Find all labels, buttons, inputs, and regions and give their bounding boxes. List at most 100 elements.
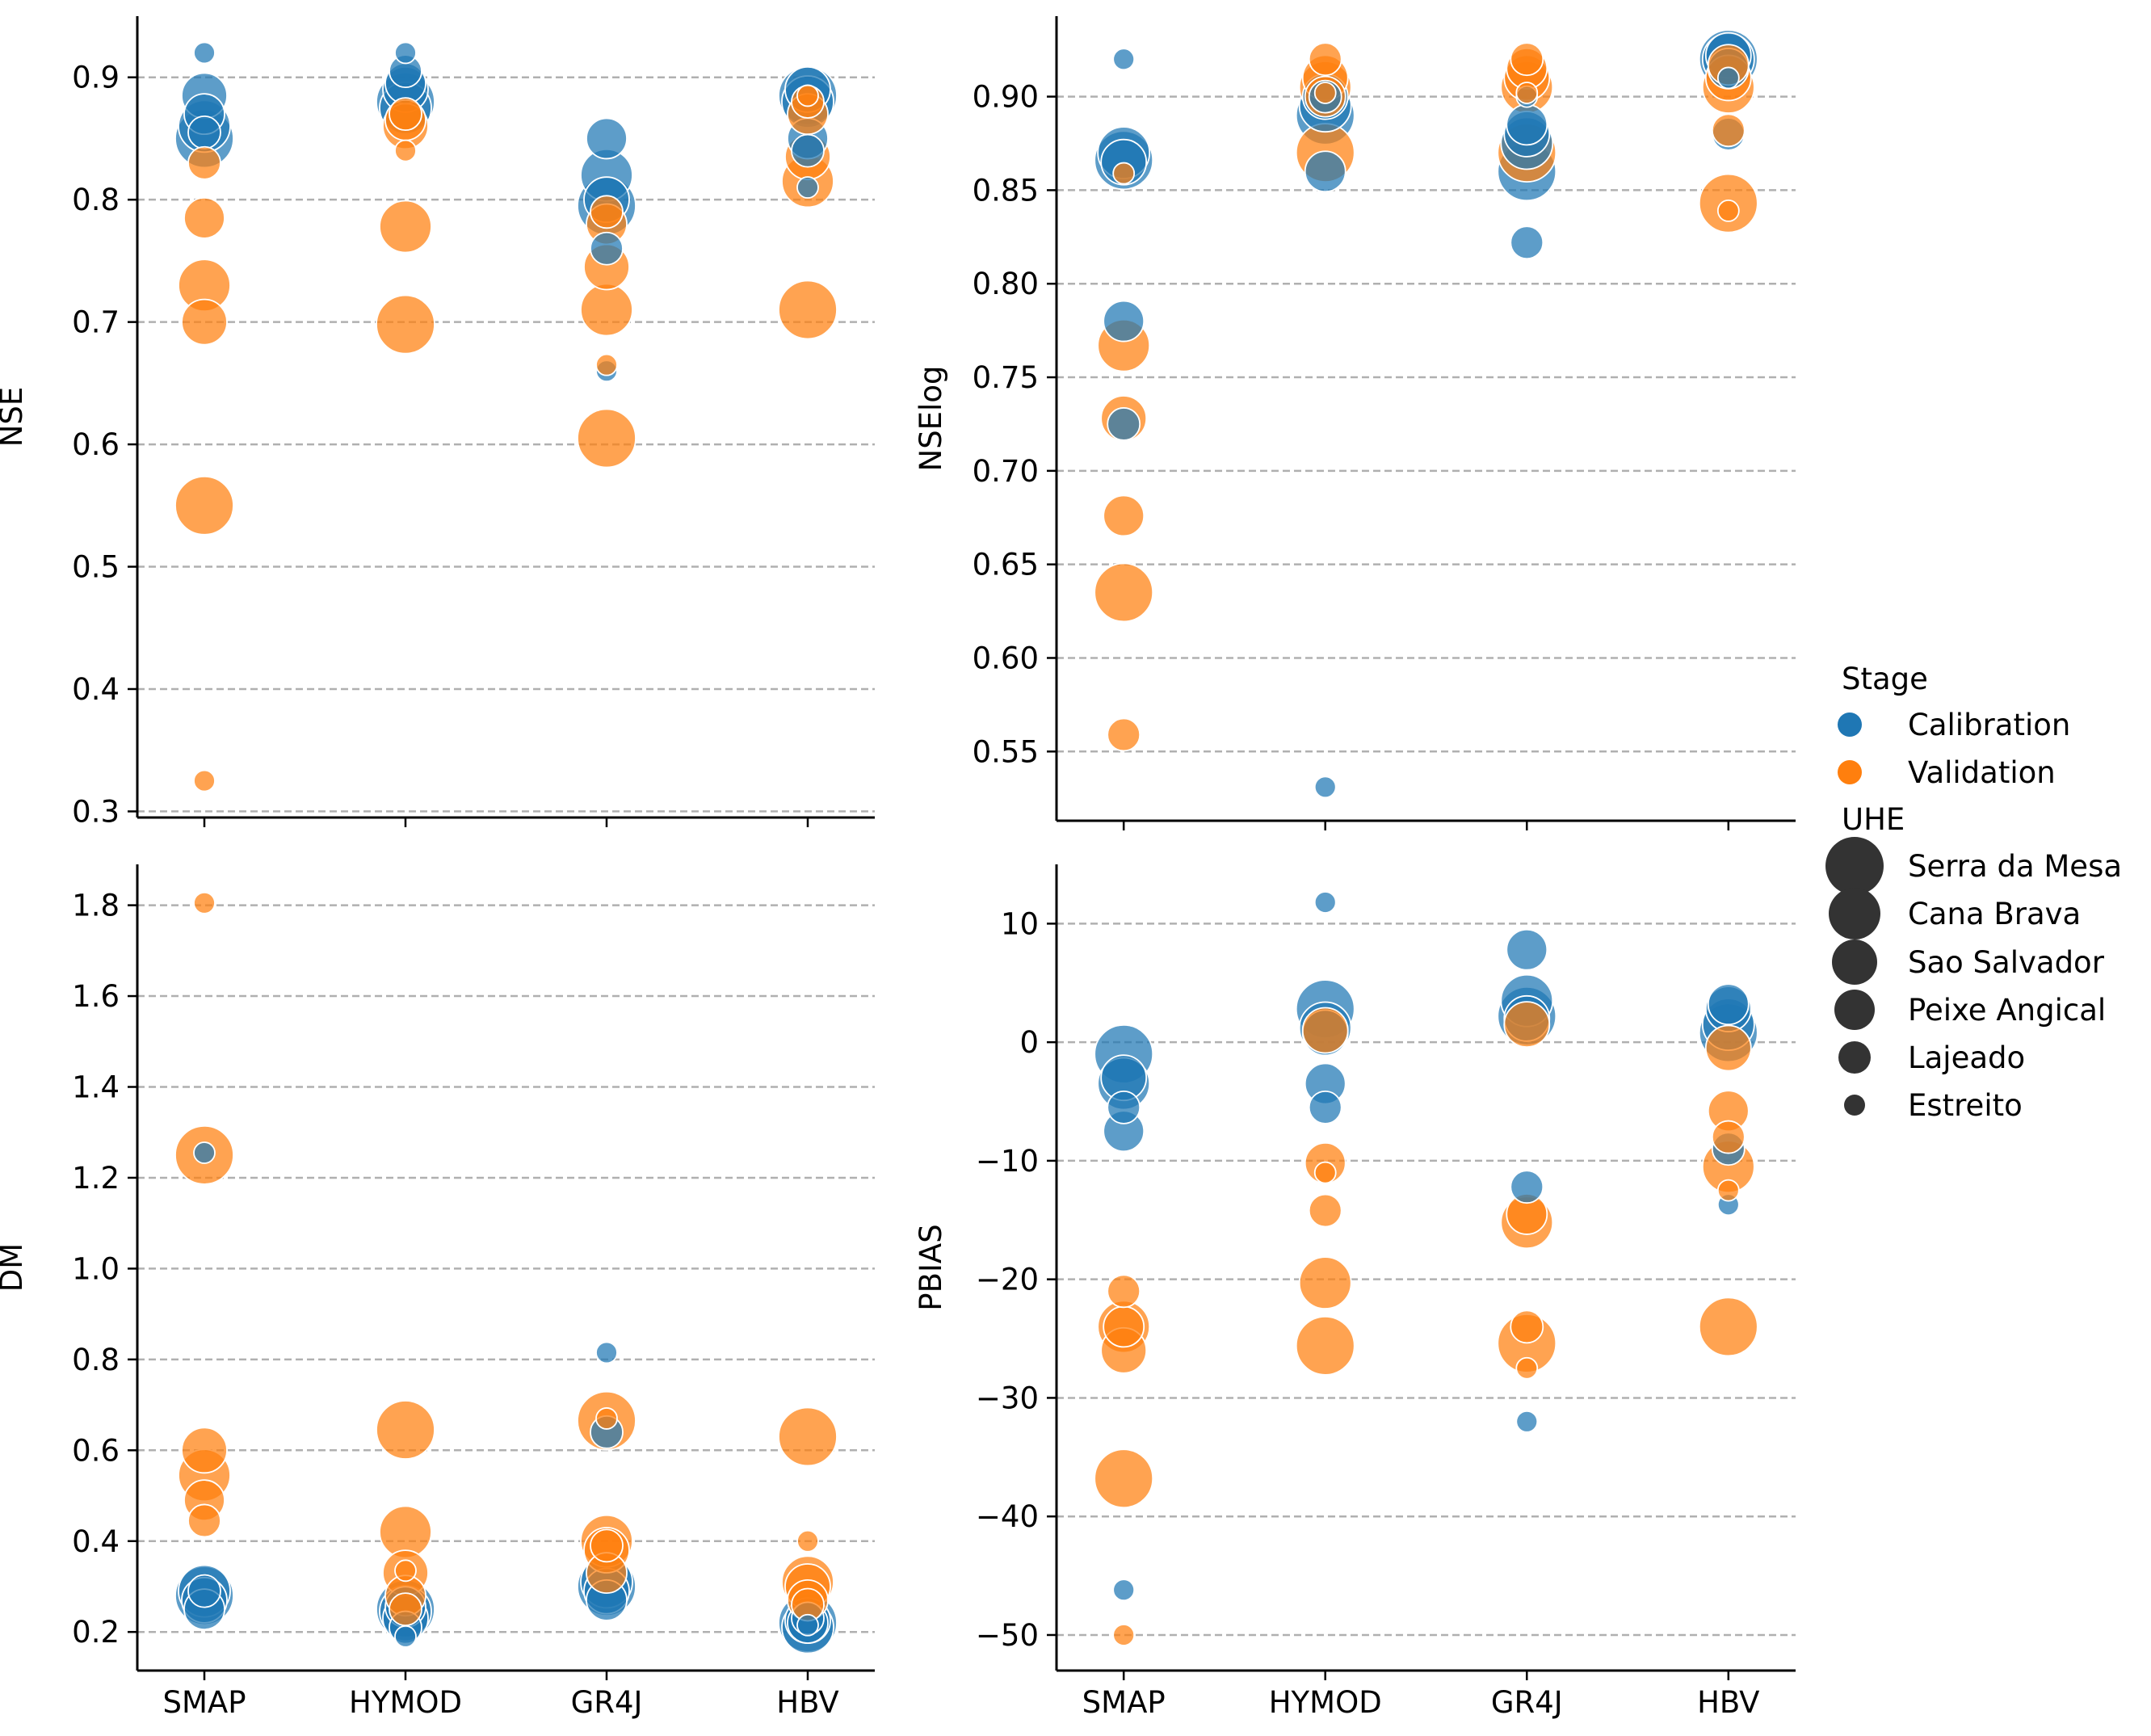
point-nse-validation-smap-sao-salvador (181, 298, 228, 346)
y-tick-label: 0.4 (72, 1524, 120, 1559)
legend: Stage Calibration Validation UHE Serra d… (1825, 662, 2122, 1123)
point-nselog-calibration-smap-peixe-angical (1103, 300, 1145, 343)
point-nselog-calibration-hymod-estreito (1313, 776, 1337, 799)
y-tick-label: −50 (976, 1618, 1039, 1653)
panel-nselog: 0.55 0.60 0.65 0.70 0.75 0.80 0.85 0.90 NSElog (914, 16, 1796, 830)
point-pbias-calibration-gr4j-peixe-angical (1506, 928, 1548, 971)
point-nse-validation-hbv-serra-da-mesa (778, 280, 838, 340)
legend-size-cana-brava (1829, 888, 1880, 939)
point-nselog-validation-smap-serra-da-mesa (1094, 562, 1154, 623)
legend-size-estreito (1844, 1095, 1865, 1116)
y-tick-label: 0.6 (72, 1433, 120, 1468)
x-tick-label-hymod: HYMOD (349, 1685, 462, 1720)
y-tick-label: −20 (976, 1263, 1039, 1297)
point-pbias-validation-smap-lajeado (1107, 1274, 1141, 1309)
x-tick-label-hymod: HYMOD (1269, 1685, 1382, 1720)
point-nse-validation-gr4j-estreito (595, 353, 618, 376)
point-pbias-validation-gr4j-sao-salvador (1503, 1001, 1551, 1049)
y-tick-label: 0.80 (973, 267, 1039, 301)
point-nse-calibration-smap-estreito (193, 41, 216, 65)
point-nse-validation-gr4j-lajeado (590, 195, 624, 229)
legend-size-serra-da-mesa (1825, 837, 1884, 895)
panel-pbias: −50 −40 −30 −20 −10 0 10 SMAP HYMOD GR4J HBV PBIAS (914, 864, 1796, 1720)
point-pbias-calibration-gr4j-estreito (1515, 1410, 1539, 1433)
y-tick-label: 0.3 (72, 794, 120, 829)
point-dm-validation-hbv-serra-da-mesa (778, 1406, 838, 1467)
point-pbias-validation-smap-peixe-angical (1103, 1305, 1145, 1348)
legend-calibration-marker (1838, 712, 1862, 737)
point-dm-validation-gr4j-lajeado (590, 1528, 624, 1563)
legend-uhe-lajeado: Lajeado (1908, 1040, 2025, 1075)
y-tick-label: 0.6 (72, 427, 120, 462)
legend-size-sao-salvador (1832, 939, 1877, 985)
point-nse-validation-hymod-cana-brava (379, 200, 432, 254)
point-pbias-calibration-hymod-estreito (1313, 891, 1337, 914)
y-tick-label: 1.6 (72, 979, 120, 1014)
point-dm-validation-smap-lajeado (187, 1503, 221, 1538)
y-tick-label: 10 (1001, 906, 1039, 941)
legend-stage-title: Stage (1842, 662, 1928, 696)
y-tick-label: 0.55 (973, 734, 1039, 769)
legend-uhe-peixe-angical: Peixe Angical (1908, 993, 2106, 1028)
point-dm-validation-hymod-estreito (394, 1559, 417, 1583)
point-pbias-validation-hbv-estreito (1716, 1179, 1740, 1202)
point-pbias-validation-hymod-serra-da-mesa (1295, 1315, 1355, 1376)
point-nse-calibration-hbv-lajeado (791, 133, 825, 168)
point-pbias-validation-hbv-lajeado (1711, 1120, 1746, 1154)
point-dm-validation-hymod-serra-da-mesa (376, 1400, 435, 1460)
point-dm-calibration-hbv-estreito (796, 1613, 819, 1637)
legend-uhe-sao-salvador: Sao Salvador (1908, 945, 2105, 980)
y-tick-label: 1.4 (72, 1070, 120, 1105)
panel-nse: 0.3 0.4 0.5 0.6 0.7 0.8 0.9 NSE (0, 16, 875, 829)
point-nse-validation-hymod-lajeado (389, 97, 422, 132)
point-nse-validation-smap-serra-da-mesa (174, 475, 234, 536)
point-dm-validation-hbv-estreito (796, 1529, 819, 1553)
legend-size-peixe-angical (1834, 990, 1875, 1030)
point-nselog-calibration-smap-estreito (1112, 48, 1136, 71)
y-axis-label-dm: DM (0, 1243, 29, 1292)
point-dm-validation-gr4j-estreito (595, 1407, 618, 1430)
point-nse-validation-hbv-estreito (796, 84, 819, 107)
y-tick-label: 0.85 (973, 173, 1039, 208)
y-tick-label: −40 (976, 1499, 1039, 1534)
y-tick-label: 0.90 (973, 80, 1039, 115)
point-nselog-calibration-gr4j-peixe-angical (1506, 103, 1548, 146)
y-tick-label: 1.0 (72, 1251, 120, 1286)
point-nselog-calibration-smap-lajeado (1107, 407, 1141, 441)
point-nse-validation-gr4j-serra-da-mesa (577, 408, 636, 469)
point-nse-calibration-smap-lajeado (187, 115, 221, 149)
point-nse-validation-smap-lajeado (187, 145, 221, 180)
y-tick-label: 0.70 (973, 454, 1039, 489)
point-nse-calibration-hymod-estreito (394, 41, 417, 65)
point-nselog-validation-smap-lajeado (1107, 717, 1141, 752)
point-pbias-validation-gr4j-estreito (1515, 1356, 1539, 1380)
point-pbias-calibration-smap-lajeado (1107, 1090, 1141, 1124)
point-dm-calibration-smap-lajeado (187, 1574, 221, 1608)
point-dm-validation-smap-sao-salvador (181, 1427, 228, 1474)
legend-uhe-cana-brava: Cana Brava (1908, 897, 2081, 931)
point-nselog-validation-hbv-estreito (1716, 199, 1740, 222)
legend-size-lajeado (1838, 1041, 1871, 1074)
x-tick-label-hbv: HBV (1697, 1685, 1759, 1720)
point-dm-calibration-hymod-estreito (394, 1625, 417, 1648)
panel-dm: 0.2 0.4 0.6 0.8 1.0 1.2 1.4 1.6 1.8 SMAP HYMOD GR4J… (0, 864, 875, 1720)
point-pbias-calibration-hbv-peixe-angical (1707, 983, 1750, 1026)
y-axis-label-nse: NSE (0, 387, 29, 448)
y-tick-label: 0.75 (973, 360, 1039, 395)
x-tick-label-smap: SMAP (162, 1685, 246, 1720)
point-nselog-calibration-gr4j-lajeado (1510, 225, 1544, 260)
x-tick-label-hbv: HBV (776, 1685, 838, 1720)
point-nselog-validation-hymod-lajeado (1308, 42, 1342, 77)
y-tick-label: −10 (976, 1144, 1039, 1179)
point-pbias-validation-smap-estreito (1112, 1624, 1136, 1646)
y-tick-label: 0.65 (973, 548, 1039, 582)
legend-validation-marker (1838, 760, 1862, 784)
point-dm-validation-hymod-lajeado (389, 1592, 422, 1626)
point-dm-calibration-gr4j-estreito (595, 1341, 618, 1364)
point-pbias-validation-hymod-cana-brava (1298, 1256, 1352, 1309)
legend-calibration-label: Calibration (1908, 708, 2070, 742)
y-axis-label-pbias: PBIAS (914, 1224, 948, 1310)
y-tick-label: 0.60 (973, 641, 1039, 675)
point-nse-validation-smap-estreito (193, 769, 216, 792)
